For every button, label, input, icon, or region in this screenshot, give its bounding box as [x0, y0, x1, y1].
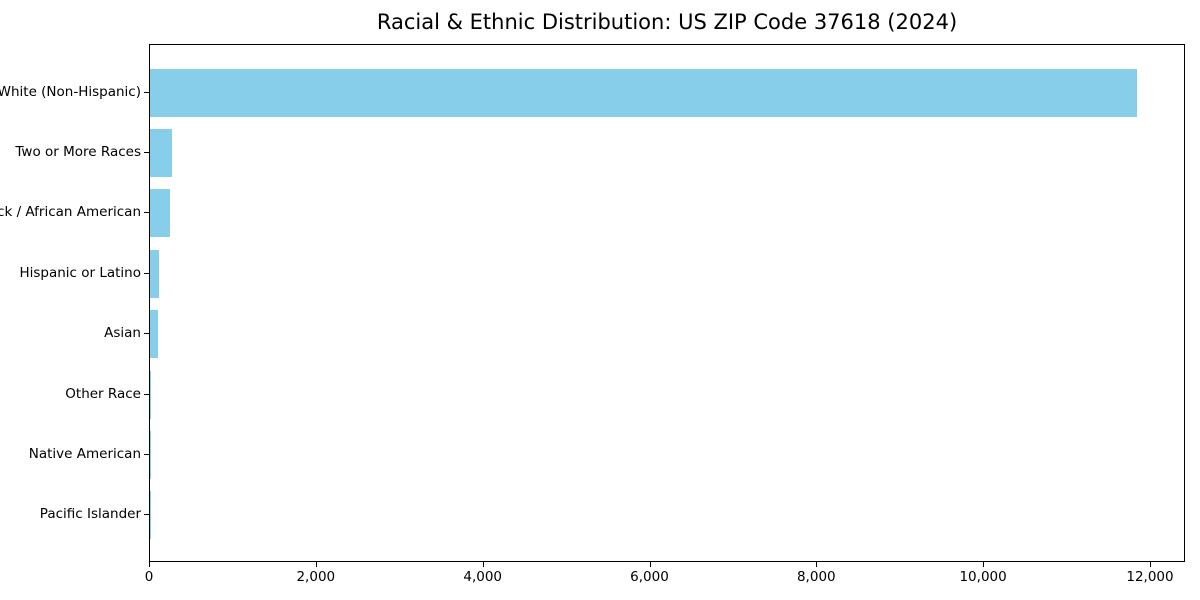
y-axis-tick [144, 453, 149, 455]
chart-title: Racial & Ethnic Distribution: US ZIP Cod… [376, 10, 958, 34]
bar [150, 129, 172, 178]
x-tick-label: 2,000 [296, 569, 336, 585]
bar [150, 189, 171, 238]
category-label: Asian [104, 325, 141, 342]
category-label: White (Non-Hispanic) [0, 83, 141, 100]
x-tick-label: 12,000 [1126, 569, 1174, 585]
category-label: Black / African American [0, 204, 141, 221]
x-tick-label: 8,000 [796, 569, 836, 585]
y-axis-tick [144, 152, 149, 154]
x-tick-label: 0 [144, 569, 154, 585]
x-axis-tick [649, 562, 651, 567]
y-axis-tick [144, 393, 149, 395]
x-tick-label: 4,000 [463, 569, 503, 585]
x-axis-tick [1150, 562, 1151, 567]
x-tick-label: 10,000 [959, 569, 1007, 585]
y-axis-tick [144, 91, 149, 93]
category-label: Other Race [65, 385, 141, 402]
plot-area [149, 44, 1185, 562]
y-axis-tick [144, 212, 149, 214]
x-tick-label: 6,000 [630, 569, 669, 585]
x-axis-tick [983, 562, 985, 567]
bar [150, 310, 158, 359]
bar [150, 370, 151, 419]
x-axis-tick [315, 562, 317, 567]
category-label: Hispanic or Latino [19, 264, 141, 281]
y-axis-tick [144, 514, 149, 516]
category-label: Two or More Races [15, 144, 141, 161]
bar [150, 68, 1137, 117]
bar [150, 249, 160, 298]
category-label: Native American [28, 445, 141, 462]
y-axis-tick [144, 333, 149, 335]
x-axis-tick [482, 562, 484, 567]
category-label: Pacific Islander [39, 506, 141, 523]
x-axis-tick [149, 562, 150, 567]
x-axis-tick [816, 562, 818, 567]
y-axis-tick [144, 272, 149, 274]
